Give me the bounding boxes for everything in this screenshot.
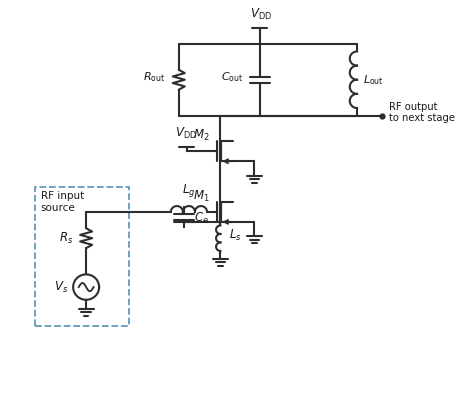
Text: $L_s$: $L_s$ <box>229 228 241 244</box>
Text: $L_g$: $L_g$ <box>182 182 196 199</box>
Text: $M_1$: $M_1$ <box>193 189 210 204</box>
Text: RF input
source: RF input source <box>41 191 84 213</box>
Text: $M_2$: $M_2$ <box>193 128 210 143</box>
Text: $V_{\rm DD}$: $V_{\rm DD}$ <box>250 7 272 22</box>
Bar <box>35 188 129 326</box>
Text: $R_s$: $R_s$ <box>59 230 73 246</box>
Text: $C_{\rm out}$: $C_{\rm out}$ <box>221 71 244 84</box>
Text: $R_{\rm out}$: $R_{\rm out}$ <box>144 71 166 84</box>
Text: RF output
to next stage: RF output to next stage <box>390 102 456 123</box>
Text: $V_s$: $V_s$ <box>55 280 69 294</box>
Text: $V_{\rm DD}$: $V_{\rm DD}$ <box>174 126 197 141</box>
Text: $C_e$: $C_e$ <box>194 211 210 226</box>
Text: $L_{\rm out}$: $L_{\rm out}$ <box>363 73 383 87</box>
